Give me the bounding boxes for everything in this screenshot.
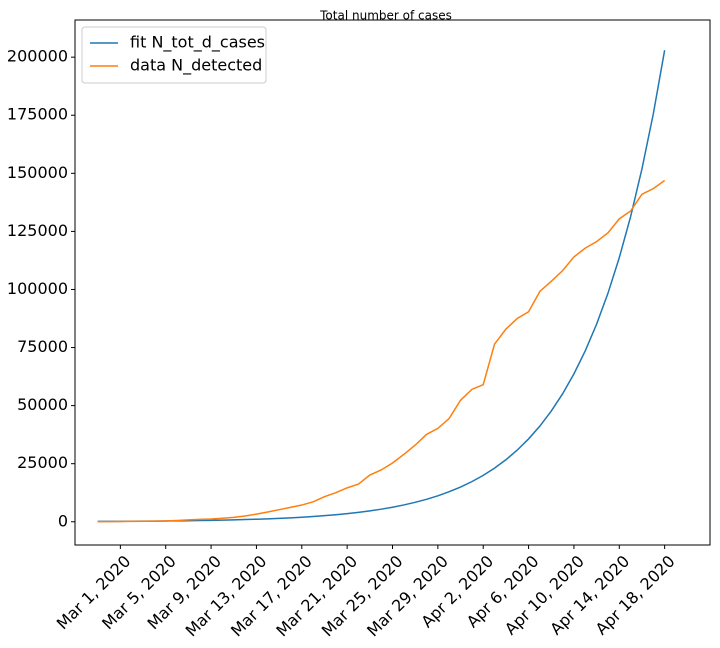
y-tick-label: 0	[58, 511, 68, 530]
x-tick-label: Apr 18, 2020	[592, 552, 679, 639]
x-tick-label: Apr 10, 2020	[501, 552, 588, 639]
plot-frame	[74, 19, 711, 546]
y-tick-label: 75000	[17, 337, 68, 356]
y-tick-label: 200000	[7, 47, 68, 66]
chart-title: Total number of cases	[319, 9, 452, 23]
y-tick-label: 50000	[17, 395, 68, 414]
y-tick-label: 150000	[7, 163, 68, 182]
y-tick-label: 25000	[17, 453, 68, 472]
legend-box	[81, 26, 267, 84]
data-line	[97, 179, 666, 523]
data-line	[97, 50, 666, 523]
legend-label: data N_detected	[130, 56, 262, 76]
legend-label: fit N_tot_d_cases	[130, 33, 265, 53]
x-tick-label: Apr 14, 2020	[546, 552, 633, 639]
y-tick-label: 175000	[7, 105, 68, 124]
y-tick-label: 100000	[7, 279, 68, 298]
y-tick-label: 125000	[7, 221, 68, 240]
